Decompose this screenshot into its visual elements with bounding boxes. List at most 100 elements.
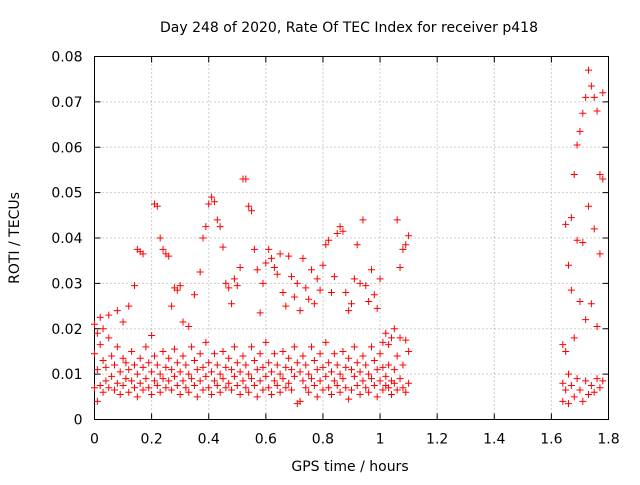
- data-point: [285, 354, 293, 362]
- data-point: [233, 381, 241, 389]
- data-point: [328, 391, 336, 399]
- data-point: [379, 386, 387, 394]
- axis-ticks: [94, 56, 609, 420]
- data-point: [570, 170, 578, 178]
- data-point: [219, 243, 227, 251]
- data-point: [362, 282, 370, 290]
- data-point: [202, 223, 210, 231]
- data-point: [193, 366, 201, 374]
- x-tick-label: 1.6: [540, 432, 562, 448]
- data-point: [585, 66, 593, 74]
- data-point: [288, 386, 296, 394]
- data-point: [333, 229, 341, 237]
- data-point: [296, 397, 304, 405]
- data-point: [225, 354, 233, 362]
- data-point: [596, 384, 604, 392]
- data-point: [228, 386, 236, 394]
- data-point: [145, 384, 153, 392]
- data-point: [148, 368, 156, 376]
- x-tick-label: 0.2: [140, 432, 162, 448]
- data-point: [185, 322, 193, 330]
- data-point: [305, 388, 313, 396]
- data-point: [153, 361, 161, 369]
- data-point: [342, 288, 350, 296]
- data-point: [405, 232, 413, 240]
- data-point: [96, 313, 104, 321]
- data-point: [333, 381, 341, 389]
- data-point: [305, 370, 313, 378]
- data-point: [265, 245, 273, 253]
- data-point: [242, 384, 250, 392]
- data-point: [396, 334, 404, 342]
- data-point: [193, 393, 201, 401]
- data-point: [296, 307, 304, 315]
- data-point: [268, 368, 276, 376]
- data-point: [119, 318, 127, 326]
- data-point: [228, 366, 236, 374]
- data-point: [579, 109, 587, 117]
- data-point: [399, 245, 407, 253]
- data-point: [279, 288, 287, 296]
- data-point: [265, 384, 273, 392]
- data-point: [402, 336, 410, 344]
- data-point: [142, 375, 150, 383]
- data-point: [585, 202, 593, 210]
- data-point: [399, 361, 407, 369]
- data-point: [299, 352, 307, 360]
- data-point: [356, 391, 364, 399]
- data-point: [313, 366, 321, 374]
- data-point: [113, 379, 121, 387]
- data-point: [399, 384, 407, 392]
- data-point: [176, 282, 184, 290]
- data-point: [96, 381, 104, 389]
- data-point: [288, 366, 296, 374]
- x-tick-label: 0.4: [198, 432, 220, 448]
- x-tick-label: 1.8: [597, 432, 619, 448]
- data-point: [302, 384, 310, 392]
- data-point: [253, 366, 261, 374]
- data-point: [105, 384, 113, 392]
- x-tick-label: 1.2: [426, 432, 448, 448]
- data-point: [328, 368, 336, 376]
- data-point: [265, 359, 273, 367]
- data-point: [156, 388, 164, 396]
- data-point: [305, 295, 313, 303]
- data-point: [359, 352, 367, 360]
- data-point: [376, 275, 384, 283]
- data-point: [99, 388, 107, 396]
- data-point: [188, 343, 196, 351]
- data-point: [110, 361, 118, 369]
- data-point: [302, 284, 310, 292]
- data-point: [345, 354, 353, 362]
- data-point: [102, 363, 110, 371]
- data-point: [330, 273, 338, 281]
- data-point: [582, 93, 590, 101]
- data-point: [205, 384, 213, 392]
- data-point: [393, 216, 401, 224]
- data-point: [213, 361, 221, 369]
- data-point: [385, 384, 393, 392]
- data-point: [293, 279, 301, 287]
- data-point: [153, 202, 161, 210]
- data-point: [210, 198, 218, 206]
- data-point: [125, 302, 133, 310]
- data-point: [585, 391, 593, 399]
- data-point: [356, 368, 364, 376]
- y-tick-label: 0: [74, 413, 83, 429]
- data-point: [279, 375, 287, 383]
- data-point: [236, 368, 244, 376]
- data-point: [190, 291, 198, 299]
- data-point: [565, 400, 573, 408]
- data-point: [108, 352, 116, 360]
- data-point: [282, 363, 290, 371]
- y-tick-label: 0.08: [51, 50, 82, 66]
- data-point: [173, 286, 181, 294]
- data-point: [230, 372, 238, 380]
- data-point: [339, 227, 347, 235]
- data-point: [325, 384, 333, 392]
- data-point: [359, 377, 367, 385]
- data-point: [190, 357, 198, 365]
- data-point: [353, 381, 361, 389]
- data-point: [325, 359, 333, 367]
- data-point: [179, 318, 187, 326]
